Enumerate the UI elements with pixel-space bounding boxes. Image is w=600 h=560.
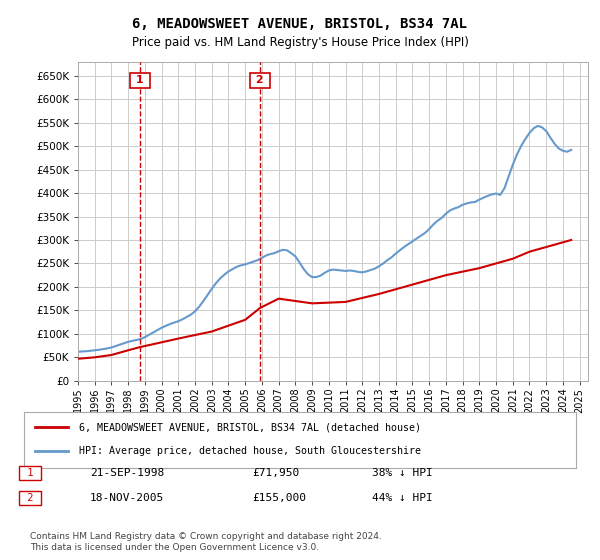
Text: 38% ↓ HPI: 38% ↓ HPI bbox=[372, 468, 433, 478]
Text: 18-NOV-2005: 18-NOV-2005 bbox=[90, 493, 164, 503]
Text: 2: 2 bbox=[252, 76, 268, 85]
Text: 6, MEADOWSWEET AVENUE, BRISTOL, BS34 7AL (detached house): 6, MEADOWSWEET AVENUE, BRISTOL, BS34 7AL… bbox=[79, 422, 421, 432]
Text: Price paid vs. HM Land Registry's House Price Index (HPI): Price paid vs. HM Land Registry's House … bbox=[131, 36, 469, 49]
Text: HPI: Average price, detached house, South Gloucestershire: HPI: Average price, detached house, Sout… bbox=[79, 446, 421, 456]
Text: 6, MEADOWSWEET AVENUE, BRISTOL, BS34 7AL: 6, MEADOWSWEET AVENUE, BRISTOL, BS34 7AL bbox=[133, 17, 467, 31]
Text: 1: 1 bbox=[20, 468, 40, 478]
Text: Contains HM Land Registry data © Crown copyright and database right 2024.
This d: Contains HM Land Registry data © Crown c… bbox=[30, 532, 382, 552]
Text: £71,950: £71,950 bbox=[252, 468, 299, 478]
Text: 1: 1 bbox=[133, 76, 148, 85]
Text: 44% ↓ HPI: 44% ↓ HPI bbox=[372, 493, 433, 503]
Text: 2: 2 bbox=[20, 493, 40, 503]
Text: £155,000: £155,000 bbox=[252, 493, 306, 503]
Text: 21-SEP-1998: 21-SEP-1998 bbox=[90, 468, 164, 478]
